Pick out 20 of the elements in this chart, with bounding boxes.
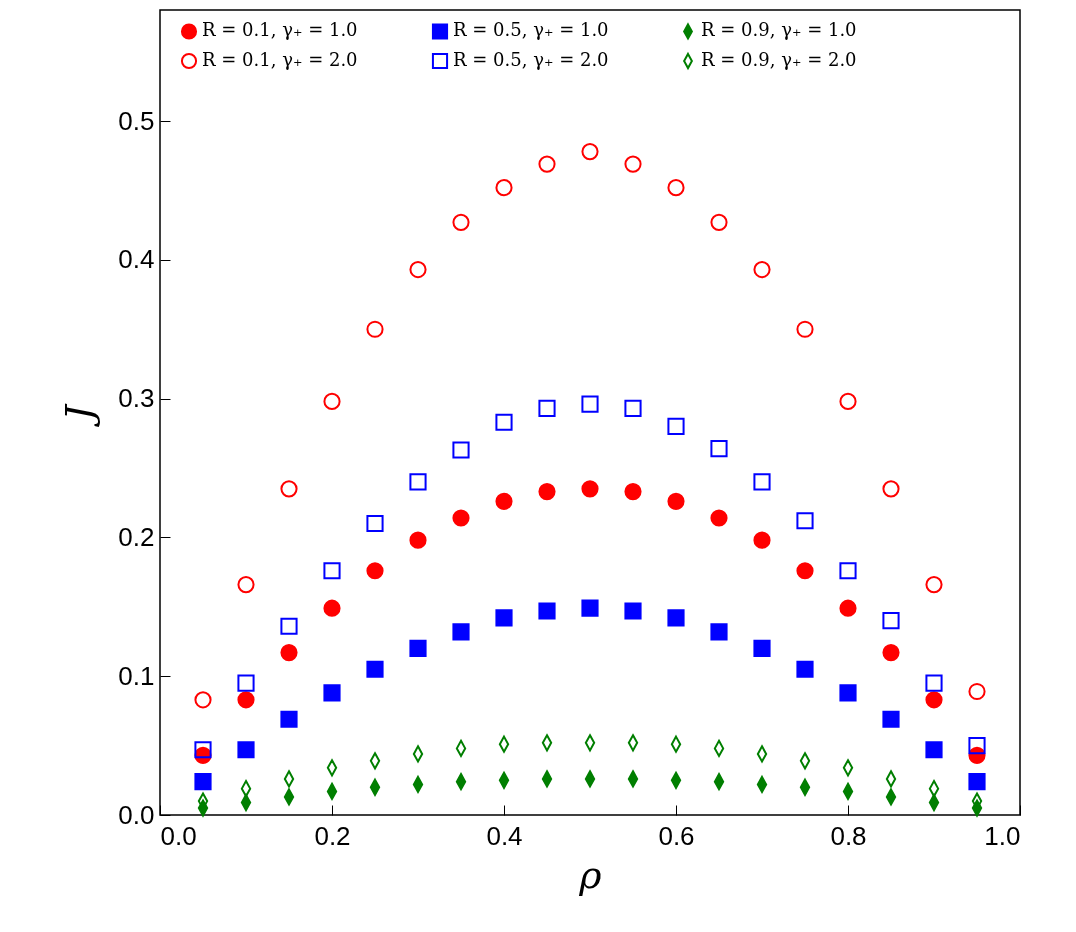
x-tick-label: 1.0: [984, 820, 1021, 851]
legend-label: R = 0.5, γ₊ = 1.0: [453, 19, 609, 41]
x-axis-title: ρ: [578, 852, 603, 897]
y-tick-label: 0.4: [118, 244, 155, 275]
x-tick-label: 0.0: [160, 820, 197, 851]
legend-label: R = 0.9, γ₊ = 2.0: [701, 49, 857, 70]
x-tick-label: 0.4: [486, 820, 523, 851]
legend-label: R = 0.5, γ₊ = 2.0: [453, 49, 609, 70]
y-tick-label: 0.5: [118, 105, 155, 136]
x-tick-label: 0.8: [830, 820, 867, 851]
y-axis-title: J: [57, 403, 102, 428]
y-tick-label: 0.0: [118, 799, 155, 830]
legend-label: R = 0.9, γ₊ = 1.0: [701, 19, 857, 41]
x-tick-label: 0.6: [658, 820, 695, 851]
x-tick-label: 0.2: [314, 820, 351, 851]
y-tick-label: 0.2: [118, 521, 155, 552]
legend-label: R = 0.1, γ₊ = 1.0: [202, 19, 358, 41]
y-tick-label: 0.1: [118, 660, 155, 691]
legend-label: R = 0.1, γ₊ = 2.0: [202, 49, 358, 70]
y-tick-label: 0.3: [118, 383, 155, 414]
